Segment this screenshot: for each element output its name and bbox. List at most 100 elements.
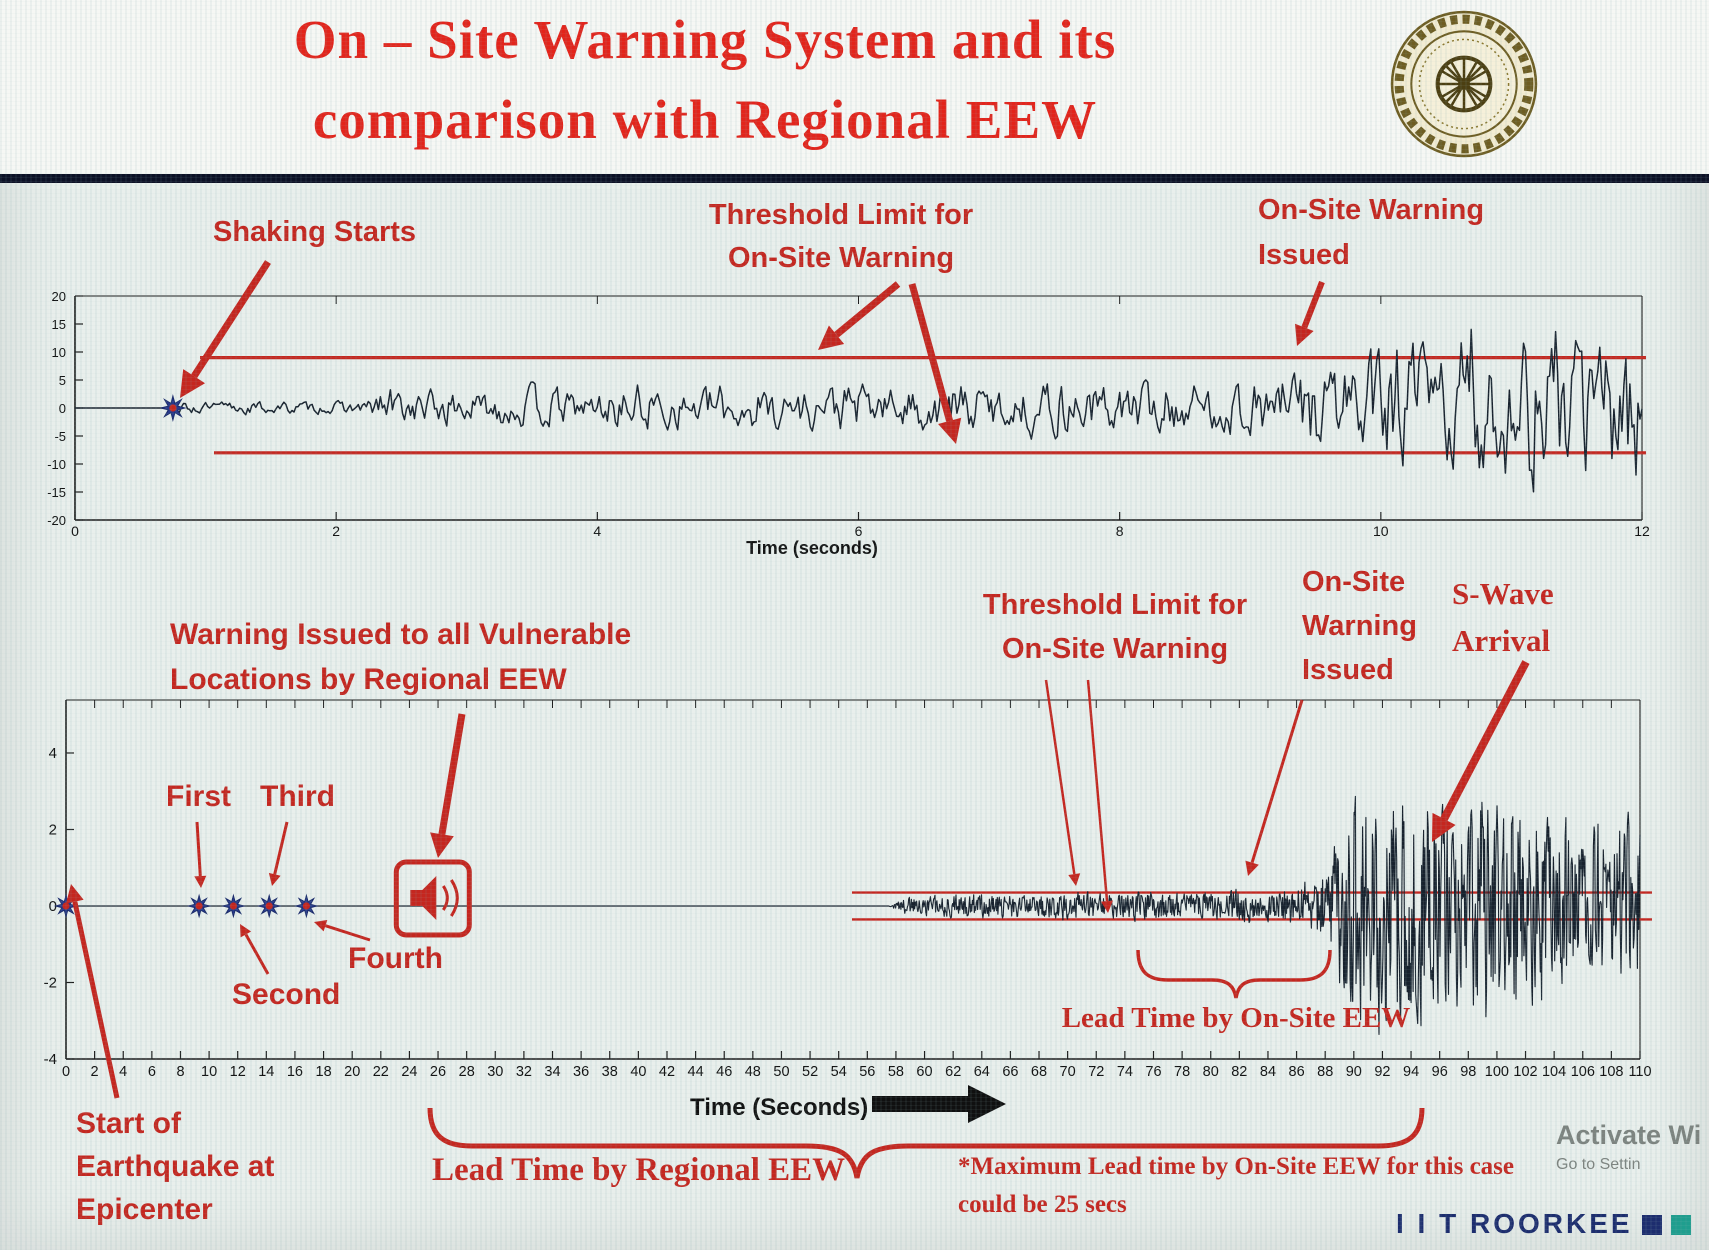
arrow-threshold-bottom-lower — [1086, 679, 1113, 913]
svg-text:64: 64 — [974, 1064, 990, 1080]
threshold-limit-top-line2: On-Site Warning — [727, 242, 955, 274]
svg-text:78: 78 — [1174, 1064, 1190, 1080]
svg-text:56: 56 — [859, 1064, 875, 1080]
threshold-limit-bottom-line2: On-Site Warning — [1001, 633, 1229, 665]
svg-text:110: 110 — [1628, 1064, 1651, 1080]
svg-text:50: 50 — [773, 1064, 789, 1080]
svg-text:10: 10 — [52, 345, 66, 360]
svg-text:80: 80 — [1203, 1064, 1219, 1080]
top-chart-xlabel: Time (seconds) — [746, 538, 878, 558]
arrow-threshold-top-lower — [908, 283, 962, 444]
start-epicenter-label: Start of Earthquake at Epicenter — [76, 1102, 274, 1231]
threshold-limit-label-top: Threshold Limit for On-Site Warning — [688, 194, 994, 280]
svg-text:58: 58 — [888, 1064, 904, 1080]
svg-text:76: 76 — [1145, 1064, 1161, 1080]
svg-text:20: 20 — [52, 289, 66, 304]
onsite-chart-axes: 0 2 4 6 8 10 12 20 15 10 5 0 -5 -10 -15 -20 — [47, 289, 1650, 539]
svg-text:94: 94 — [1403, 1064, 1419, 1080]
svg-text:86: 86 — [1289, 1064, 1305, 1080]
svg-text:52: 52 — [802, 1064, 818, 1080]
svg-text:0: 0 — [71, 523, 79, 539]
svg-text:12: 12 — [230, 1064, 246, 1080]
svg-text:62: 62 — [945, 1064, 961, 1080]
brace-lead-time-onsite — [1136, 949, 1332, 999]
svg-text:40: 40 — [630, 1064, 646, 1080]
threshold-limit-bottom-line1: Threshold Limit for — [982, 589, 1248, 621]
lead-time-onsite-label: Lead Time by On-Site EEW — [1061, 1002, 1411, 1034]
svg-text:-20: -20 — [47, 513, 66, 528]
threshold-limit-top-line1: Threshold Limit for — [708, 199, 974, 231]
onsite-issued-bottom-line2: Warning — [1302, 610, 1417, 642]
onsite-chart-waveform — [75, 328, 1643, 493]
onsite-warning-issued-label-bottom: On-Site Warning Issued — [1302, 560, 1417, 692]
arrow-first — [194, 821, 207, 888]
svg-text:60: 60 — [916, 1064, 932, 1080]
max-lead-line2: could be 25 secs — [958, 1191, 1127, 1218]
arrow-third — [268, 821, 289, 886]
svg-text:18: 18 — [316, 1064, 332, 1080]
start-line3: Epicenter — [76, 1193, 213, 1226]
arrow-fourth — [314, 920, 371, 942]
arrow-shaking-starts — [180, 260, 271, 398]
svg-text:46: 46 — [716, 1064, 732, 1080]
svg-text:8: 8 — [176, 1064, 184, 1080]
regional-warning-line2: Locations by Regional EEW — [170, 663, 567, 696]
svg-text:90: 90 — [1346, 1064, 1362, 1080]
onsite-chart-threshold-lines — [200, 356, 1646, 455]
svg-text:20: 20 — [344, 1064, 360, 1080]
svg-text:92: 92 — [1374, 1064, 1390, 1080]
max-lead-line1: *Maximum Lead time by On-Site EEW for th… — [958, 1153, 1515, 1180]
svg-text:32: 32 — [516, 1064, 532, 1080]
svg-text:36: 36 — [573, 1064, 589, 1080]
arrow-second — [240, 924, 270, 975]
svg-text:22: 22 — [373, 1064, 389, 1080]
svg-text:-15: -15 — [47, 485, 66, 500]
svg-text:24: 24 — [401, 1064, 417, 1080]
swave-line2: Arrival — [1452, 623, 1551, 658]
svg-text:108: 108 — [1599, 1064, 1623, 1080]
svg-text:38: 38 — [602, 1064, 618, 1080]
brand-text: I I T ROORKEE — [1396, 1208, 1633, 1239]
shaking-starts-label: Shaking Starts — [213, 216, 417, 248]
lead-time-regional-label: Lead Time by Regional EEW — [432, 1152, 846, 1188]
svg-text:6: 6 — [148, 1064, 156, 1080]
svg-text:100: 100 — [1485, 1064, 1509, 1080]
fourth-pwave-label: Fourth — [348, 942, 443, 975]
svg-text:-10: -10 — [47, 457, 66, 472]
svg-text:42: 42 — [659, 1064, 675, 1080]
svg-text:4: 4 — [49, 745, 57, 762]
svg-text:10: 10 — [201, 1064, 217, 1080]
svg-text:30: 30 — [487, 1064, 503, 1080]
bottom-chart-xlabel: Time (Seconds) — [690, 1094, 869, 1121]
onsite-warning-issued-label-top: On-Site Warning Issued — [1258, 188, 1484, 278]
svg-text:5: 5 — [59, 373, 66, 388]
start-line2: Earthquake at — [76, 1150, 275, 1183]
svg-text:48: 48 — [745, 1064, 761, 1080]
svg-text:12: 12 — [1634, 523, 1650, 539]
svg-text:4: 4 — [593, 523, 601, 539]
svg-text:106: 106 — [1571, 1064, 1595, 1080]
svg-text:-5: -5 — [54, 429, 66, 444]
svg-text:16: 16 — [287, 1064, 303, 1080]
svg-text:70: 70 — [1060, 1064, 1076, 1080]
svg-text:6: 6 — [855, 523, 863, 539]
swave-arrival-label: S-Wave Arrival — [1452, 570, 1554, 664]
svg-text:0: 0 — [49, 898, 57, 915]
svg-text:15: 15 — [52, 317, 66, 332]
svg-text:54: 54 — [831, 1064, 847, 1080]
svg-text:2: 2 — [49, 822, 57, 839]
svg-text:98: 98 — [1460, 1064, 1476, 1080]
svg-text:72: 72 — [1088, 1064, 1104, 1080]
arrow-threshold-bottom-upper — [1044, 679, 1081, 886]
arrow-onsite-issued-top — [1295, 280, 1325, 346]
onsite-issued-bottom-line3: Issued — [1302, 654, 1394, 686]
svg-text:74: 74 — [1117, 1064, 1133, 1080]
svg-text:8: 8 — [1116, 523, 1124, 539]
activate-windows-watermark: Activate Wi — [1556, 1120, 1702, 1150]
arrow-threshold-top-upper — [818, 281, 901, 350]
swave-line1: S-Wave — [1452, 576, 1554, 611]
arrow-start-epicenter — [66, 884, 120, 1099]
divider-bar — [0, 174, 1709, 183]
